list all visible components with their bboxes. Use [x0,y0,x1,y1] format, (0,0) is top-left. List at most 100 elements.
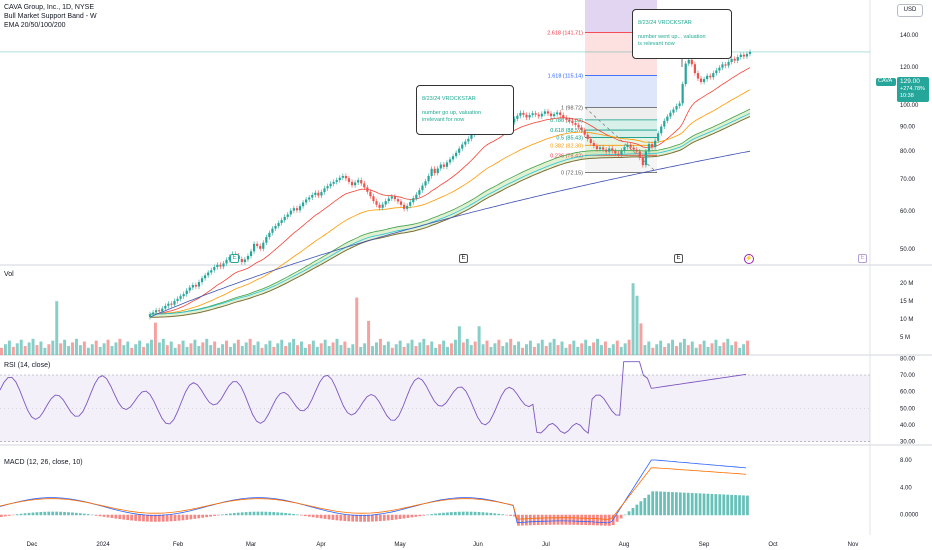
volume-label[interactable]: Vol [4,271,14,278]
macd-histogram-bar [134,514,137,521]
volume-bar [276,343,280,355]
candle-body [332,181,335,184]
macd-histogram-bar [410,514,414,518]
volume-bar [450,343,453,355]
macd-histogram-bar [402,514,406,519]
volume-bar [347,347,351,355]
volume-bar [217,347,221,355]
volume-bar [675,346,678,355]
macd-histogram-bar [485,512,489,516]
price-badge-time: 10:38 [900,93,914,99]
time-axis-label: Jul [542,542,550,548]
macd-histogram-bar [315,514,319,518]
candle-body [522,112,525,115]
candle-body [338,177,341,181]
candle-body [436,168,439,174]
volume-bar [528,340,532,355]
rsi-tick-label: 40.00 [900,423,916,429]
macd-histogram-bar [15,514,19,516]
candle-body [347,178,351,182]
macd-histogram-bar [430,514,434,516]
time-axis-label: Dec [27,542,38,548]
macd-histogram-bar [588,514,591,526]
volume-bar [213,341,217,355]
macd-histogram-bar [434,513,437,516]
candle-body [357,180,360,183]
candle-body [393,196,396,200]
candle-body [574,123,577,125]
candle-body [170,303,173,305]
volume-bar [702,340,706,355]
volume-bar [651,347,655,355]
fib-level-label: 0.618 (88.57) [550,128,583,134]
macd-histogram-bar [256,511,260,516]
candle-body [344,175,348,179]
volume-bar [375,342,378,355]
symbol-title: CAVA Group, Inc., 1D, NYSE [4,4,94,11]
volume-bar [572,340,576,355]
candle-body [684,63,687,85]
macd-histogram-bar [730,494,734,516]
annotation-callout-1[interactable]: 8/23/24 VROCKSTAR number go up, valuatio… [416,85,514,135]
volume-bar [260,347,264,355]
indicator-ema[interactable]: EMA 20/50/100/200 [4,22,66,29]
volume-bar [185,346,189,355]
candle-body [614,150,617,154]
macd-histogram-bar [75,512,78,516]
volume-bar [363,343,367,355]
macd-histogram-bar [217,514,220,516]
macd-histogram-bar [627,511,631,516]
volume-bar [600,345,603,355]
time-axis-label: Apr [316,542,325,548]
ema200-line [149,150,751,318]
volume-bar [75,338,78,355]
macd-histogram-bar [540,514,544,525]
rsi-label[interactable]: RSI (14, close) [4,362,51,369]
time-axis-label: Feb [173,542,184,548]
volume-bar [327,346,331,355]
candle-body [715,70,718,74]
volume-bar [663,346,667,355]
candle-body [341,175,344,178]
volume-bar [0,347,3,355]
price-badge: 129.00 +274.78% 10:38 [897,77,929,102]
volume-bar [446,346,450,355]
candle-body [289,210,292,215]
macd-histogram-bar [118,514,122,520]
macd-histogram-bar [678,492,682,516]
macd-histogram-bar [102,514,106,517]
volume-bar [256,341,260,355]
earnings-marker-icon[interactable]: E [674,254,683,263]
annotation-callout-2[interactable]: 8/23/24 VROCKSTAR number went up... valu… [632,9,732,59]
macd-label[interactable]: MACD (12, 26, close, 10) [4,459,83,466]
dividend-lightning-icon[interactable]: ⚡ [744,254,754,264]
earnings-marker-icon[interactable]: E [230,254,239,263]
symbol-tag-text: CAVA [878,78,893,84]
volume-bar [430,341,434,355]
volume-tick-label: 15 M [900,299,913,305]
candle-body [458,148,461,153]
macd-histogram-bar [185,514,189,520]
candle-body [718,67,721,71]
volume-tick-label: 20 M [900,281,913,287]
earnings-marker-icon[interactable]: E [858,254,867,263]
candle-body [629,144,632,148]
candle-body [277,223,280,227]
candle-body [559,112,562,116]
candle-body [571,121,574,124]
macd-histogram-bar [690,492,694,516]
indicator-bull-band[interactable]: Bull Market Support Band - W [4,13,97,20]
candle-body [727,62,730,66]
earnings-marker-icon[interactable]: E [459,254,468,263]
candle-body [663,120,666,127]
macd-histogram-bar [339,514,343,521]
currency-button[interactable]: USD [897,4,923,17]
volume-bar [556,345,560,355]
fib-level-label: 1.618 (115.14) [548,74,584,80]
candle-body [577,124,580,128]
ema100-line [149,112,751,315]
volume-bar [746,340,750,355]
macd-histogram-bar [600,514,603,526]
